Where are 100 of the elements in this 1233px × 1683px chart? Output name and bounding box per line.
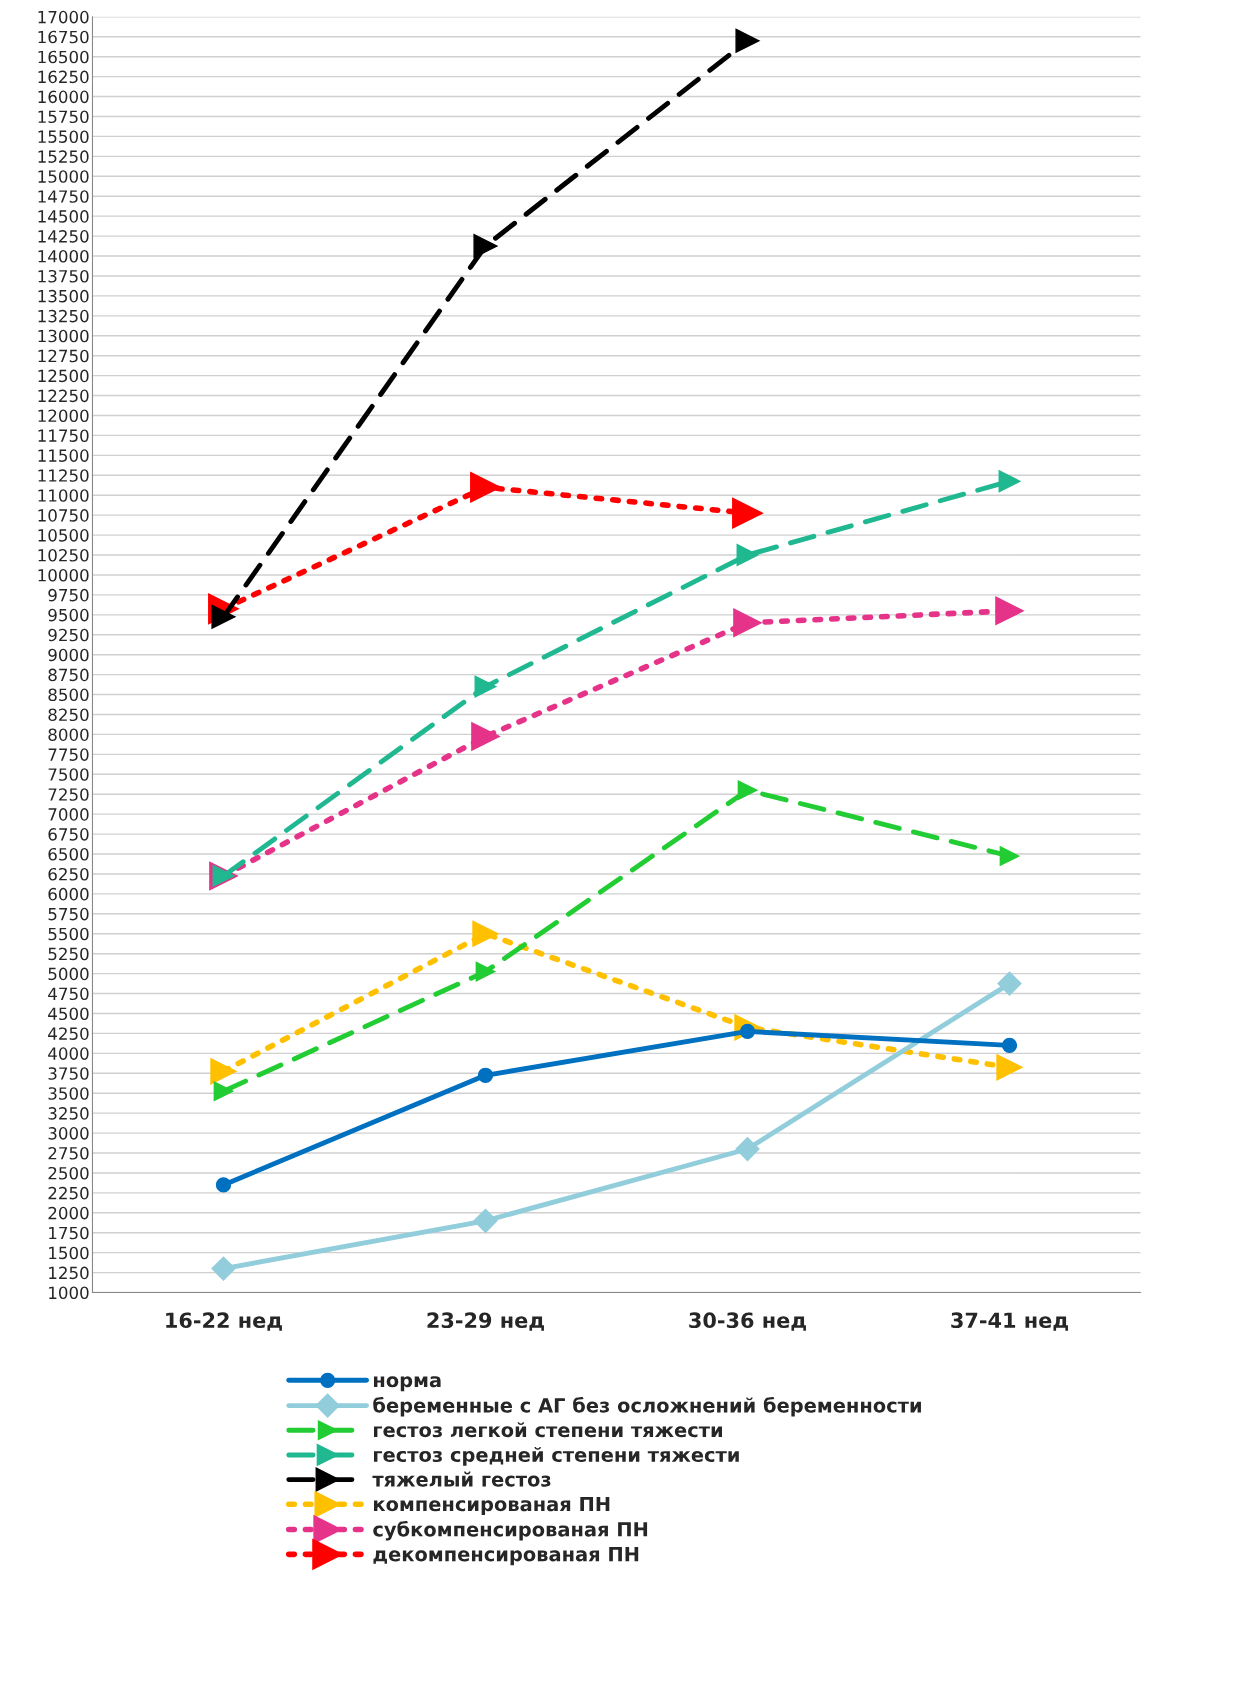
y-tick-label: 1250 bbox=[49, 1266, 89, 1280]
y-tick-label: 9500 bbox=[48, 608, 89, 622]
y-tick-label: 16250 bbox=[38, 70, 89, 84]
y-tick-label: 3250 bbox=[48, 1107, 89, 1120]
y-tick-label: 15750 bbox=[38, 110, 89, 124]
y-tick-label: 14250 bbox=[38, 230, 89, 243]
y-tick-label: 12750 bbox=[38, 349, 89, 363]
y-tick-label: 6250 bbox=[48, 867, 89, 881]
y-tick-label: 16500 bbox=[38, 50, 89, 64]
y-tick-label: 13750 bbox=[38, 269, 89, 283]
point bbox=[472, 920, 499, 947]
legend-label: гестоз легкой степени тяжести bbox=[374, 1422, 722, 1438]
y-tick-label: 8250 bbox=[48, 708, 89, 722]
y-tick-label: 11500 bbox=[38, 449, 89, 462]
point bbox=[477, 1067, 494, 1083]
y-tick-label: 1000 bbox=[49, 1286, 89, 1300]
point bbox=[211, 1256, 236, 1281]
point bbox=[997, 971, 1022, 996]
point bbox=[473, 1208, 498, 1233]
point bbox=[737, 780, 758, 801]
y-tick-label: 7000 bbox=[48, 808, 89, 821]
legend-label: гестоз средней степени тяжести bbox=[374, 1446, 739, 1466]
point bbox=[474, 675, 497, 698]
y-tick-label: 9000 bbox=[48, 648, 89, 662]
y-tick-label: 15250 bbox=[38, 150, 89, 163]
y-tick-label: 12250 bbox=[38, 389, 89, 403]
point bbox=[470, 471, 501, 503]
y-tick-label: 1500 bbox=[49, 1246, 89, 1260]
point bbox=[213, 1081, 234, 1102]
y-tick-label: 10000 bbox=[38, 568, 89, 582]
y-tick-label: 13250 bbox=[38, 309, 89, 323]
y-tick-label: 4250 bbox=[48, 1027, 89, 1040]
point bbox=[210, 1058, 237, 1085]
point bbox=[999, 846, 1020, 866]
y-tick-label: 6000 bbox=[48, 887, 89, 901]
point bbox=[471, 722, 500, 751]
y-tick-label: 6500 bbox=[48, 847, 89, 861]
y-tick-label: 10500 bbox=[38, 529, 89, 542]
y-tick-label: 5250 bbox=[48, 947, 89, 961]
point bbox=[1001, 1037, 1018, 1054]
y-tick-label: 1750 bbox=[49, 1226, 89, 1240]
point bbox=[736, 544, 759, 566]
y-tick-label: 12000 bbox=[38, 409, 89, 423]
legend-label: беременные с АГ без осложнений беременности bbox=[373, 1396, 921, 1417]
y-tick-label: 10250 bbox=[38, 548, 89, 562]
y-tick-label: 4000 bbox=[48, 1047, 89, 1060]
x-tick-label: 16-22 нед bbox=[166, 1312, 282, 1331]
point bbox=[998, 470, 1021, 493]
y-tick-label: 14750 bbox=[38, 190, 89, 203]
y-tick-label: 15500 bbox=[38, 130, 89, 143]
y-tick-label: 3000 bbox=[48, 1127, 89, 1140]
y-tick-label: 7750 bbox=[48, 748, 89, 761]
point bbox=[733, 608, 762, 638]
y-tick-label: 11000 bbox=[38, 489, 89, 502]
y-tick-label: 6750 bbox=[48, 828, 89, 841]
y-tick-label: 16000 bbox=[38, 90, 89, 104]
y-tick-label: 2250 bbox=[48, 1186, 89, 1200]
y-tick-label: 8750 bbox=[48, 668, 89, 682]
point bbox=[732, 497, 763, 529]
y-tick-label: 13000 bbox=[38, 329, 89, 343]
y-tick-label: 4750 bbox=[48, 987, 89, 1001]
y-tick-label: 15000 bbox=[38, 170, 89, 183]
y-tick-label: 2000 bbox=[48, 1206, 89, 1220]
point bbox=[473, 233, 498, 259]
y-tick-label: 13500 bbox=[38, 289, 89, 303]
y-tick-label: 9750 bbox=[48, 588, 89, 602]
y-tick-label: 7500 bbox=[48, 768, 89, 781]
y-tick-label: 2750 bbox=[48, 1146, 89, 1160]
legend-label: тяжелый гестоз bbox=[372, 1471, 551, 1487]
y-tick-label: 5500 bbox=[48, 927, 89, 941]
y-tick-label: 7250 bbox=[48, 788, 89, 801]
y-tick-label: 5750 bbox=[48, 907, 89, 921]
point bbox=[215, 1177, 232, 1193]
x-tick-label: 23-29 нед bbox=[427, 1312, 544, 1331]
point bbox=[735, 1136, 760, 1162]
y-tick-label: 8000 bbox=[48, 728, 89, 741]
y-tick-label: 14000 bbox=[38, 249, 89, 263]
y-tick-label: 3750 bbox=[48, 1067, 89, 1080]
y-tick-label: 16750 bbox=[38, 30, 89, 44]
legend-label: декомпенсированая ПН bbox=[373, 1546, 639, 1566]
point bbox=[996, 1054, 1023, 1081]
y-tick-label: 10750 bbox=[38, 509, 89, 522]
y-tick-label: 11250 bbox=[38, 469, 89, 482]
y-tick-label: 4500 bbox=[48, 1007, 89, 1021]
legend-label: норма bbox=[374, 1376, 441, 1392]
y-tick-label: 17000 bbox=[38, 10, 89, 24]
y-tick-label: 14500 bbox=[38, 210, 89, 223]
y-tick-label: 11750 bbox=[38, 429, 89, 442]
y-tick-label: 5000 bbox=[48, 967, 89, 981]
legend-label: компенсированая ПН bbox=[374, 1496, 610, 1516]
x-tick-label: 30-36 нед bbox=[689, 1312, 806, 1331]
y-tick-label: 3500 bbox=[48, 1087, 89, 1100]
legend-label: субкомпенсированая ПН bbox=[373, 1520, 648, 1541]
y-tick-label: 9250 bbox=[48, 628, 89, 642]
point bbox=[735, 28, 760, 53]
point bbox=[995, 596, 1024, 626]
point bbox=[475, 961, 496, 982]
y-tick-label: 8500 bbox=[48, 688, 89, 702]
x-tick-label: 37-41 нед bbox=[951, 1312, 1068, 1331]
y-tick-label: 12500 bbox=[38, 369, 89, 383]
